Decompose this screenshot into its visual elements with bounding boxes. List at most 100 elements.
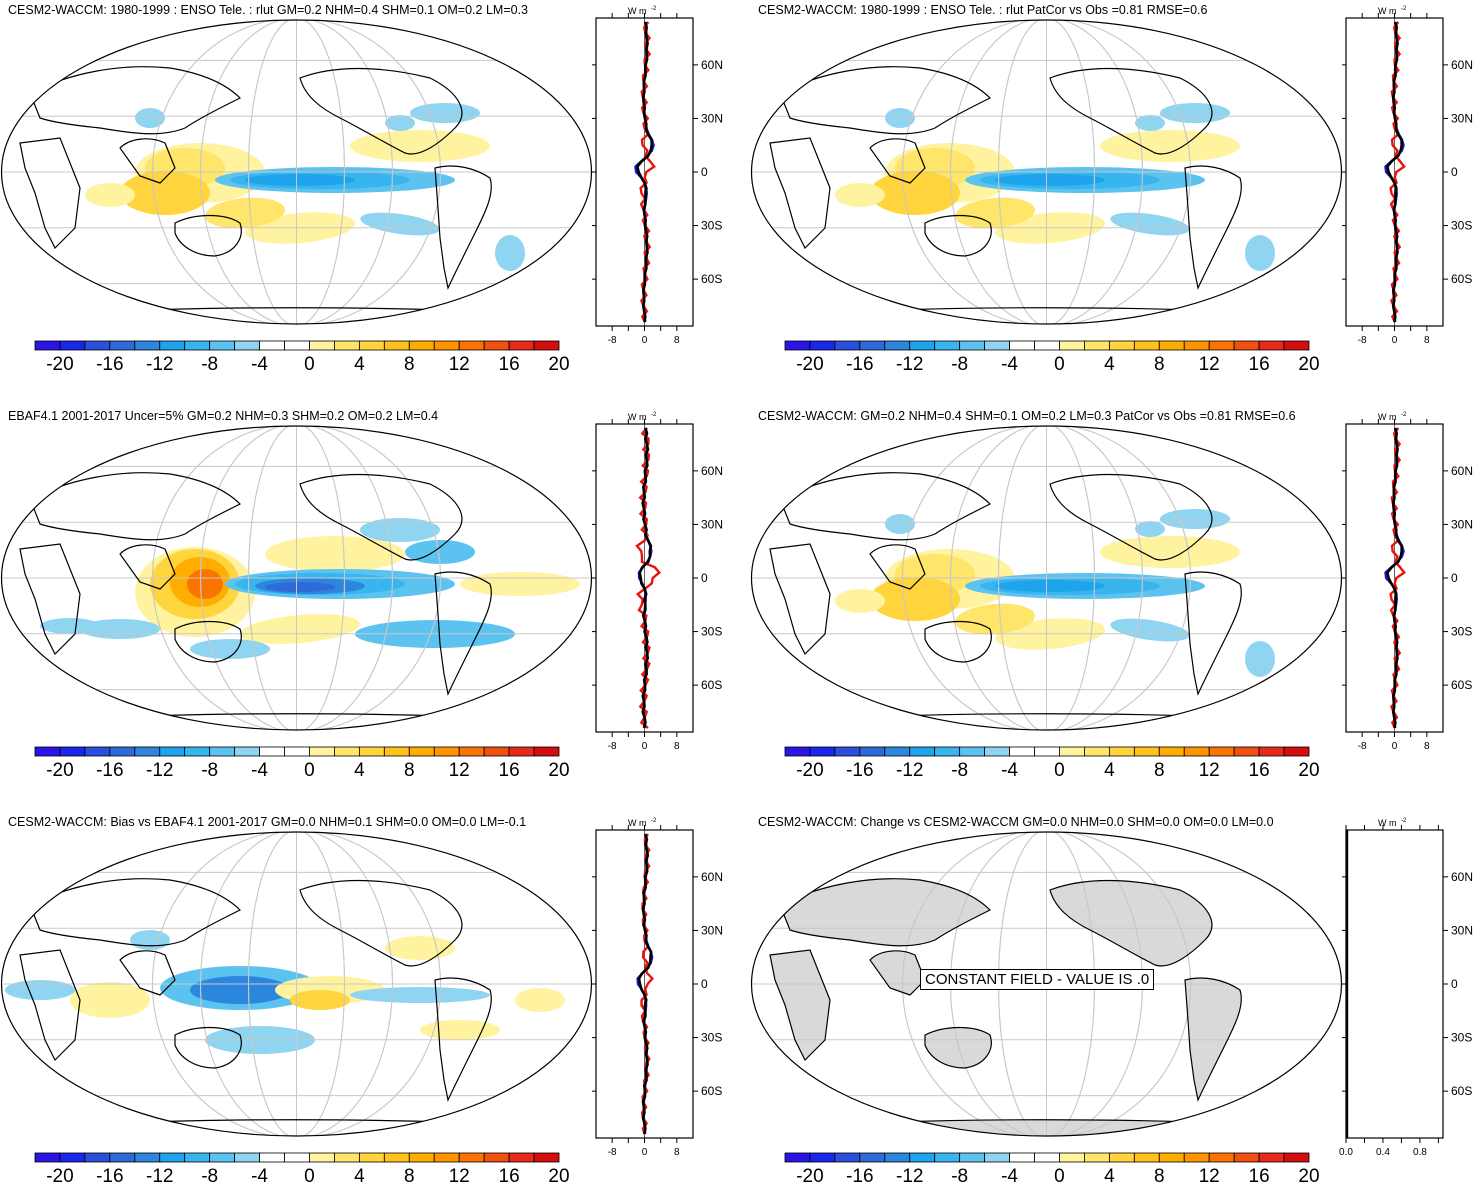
meridian-line (200, 20, 393, 324)
latitude-label: 60S (701, 678, 722, 692)
colorbar-swatch (909, 1152, 936, 1163)
zonal-mean-profile: W m -2 -8 0 8 60N 30N 0 30S 60S (1342, 412, 1473, 752)
colorbar-label: -12 (896, 760, 924, 781)
colorbar-swatch (184, 1152, 211, 1163)
anomaly-region (85, 183, 135, 207)
colorbar-label: 12 (448, 760, 470, 781)
coastline (119, 950, 176, 996)
colorbar-swatch (209, 1152, 236, 1163)
coastline (119, 138, 176, 184)
colorbar-swatch (84, 340, 111, 351)
colorbar-swatch (209, 746, 236, 757)
profile-xtick-label: 0 (642, 741, 648, 752)
colorbar-swatch (234, 746, 260, 757)
colorbar-label: 0 (1054, 1166, 1065, 1187)
profile-xtick-label: 0 (642, 1147, 648, 1158)
colorbar-label: -4 (1001, 1166, 1019, 1187)
colorbar-swatch (284, 340, 310, 351)
meridian-line (248, 832, 345, 1136)
colorbar-label: 20 (1298, 354, 1320, 375)
latitude-label: 0 (1451, 165, 1458, 179)
colorbar-swatch (458, 1152, 485, 1163)
colorbar-swatch (1059, 1152, 1085, 1163)
anomaly-region (885, 514, 915, 534)
colorbar-swatch (284, 1152, 310, 1163)
colorbar-label: 8 (403, 354, 415, 375)
meridian-line (200, 832, 393, 1136)
coastline (19, 137, 81, 250)
colorbar-swatch (383, 340, 410, 351)
colorbar-label: 20 (1298, 1166, 1320, 1187)
profile-units-sup: -2 (651, 818, 657, 824)
colorbar-swatch (109, 1152, 136, 1163)
colorbar-swatch (483, 1152, 510, 1163)
colorbar-label: 4 (354, 354, 365, 375)
colorbar-swatch (1283, 746, 1310, 757)
map-border (750, 831, 1343, 1137)
anomaly-region (40, 618, 100, 634)
colorbar-swatch (34, 340, 61, 351)
meridian-line (152, 832, 441, 1136)
colorbar-swatch (284, 746, 310, 757)
latitude-label: 30S (701, 1031, 722, 1045)
colorbar-swatch (1009, 1152, 1035, 1163)
colorbar-swatch (408, 1152, 435, 1163)
colorbar-swatch (458, 746, 485, 757)
anomaly-region (1100, 536, 1240, 568)
coastline (924, 620, 992, 663)
colorbar-swatch (433, 746, 460, 757)
colorbar-swatch (234, 1152, 260, 1163)
colorbar-swatch (884, 1152, 911, 1163)
profile-frame (1345, 829, 1444, 1139)
latitude-label: 30N (1451, 111, 1473, 125)
colorbar-label: 8 (1153, 1166, 1165, 1187)
panel-title: CESM2-WACCM: Change vs CESM2-WACCM GM=0.… (758, 815, 1274, 829)
colorbar-label: 20 (548, 760, 570, 781)
colorbar-swatch (508, 340, 535, 351)
zonal-mean-profile: W m -2 -8 0 8 60N 30N 0 30S 60S (1342, 6, 1473, 346)
colorbar-swatch (383, 746, 410, 757)
map (0, 19, 593, 325)
zonal-mean-profile: W m -2 -8 0 8 60N 30N 0 30S 60S (592, 6, 723, 346)
colorbar-label: 4 (1104, 1166, 1115, 1187)
profile-line-black (635, 21, 654, 323)
map (750, 425, 1343, 731)
anomaly-region (205, 197, 285, 229)
colorbar-swatch (1208, 340, 1235, 351)
colorbar-label: 20 (548, 1166, 570, 1187)
colorbar-swatch (1084, 746, 1110, 757)
meridian-line (248, 426, 345, 730)
anomaly-region (245, 174, 355, 186)
colorbar-label: 12 (448, 1166, 470, 1187)
colorbar-label: -8 (201, 760, 219, 781)
colorbar-swatch (358, 1152, 385, 1163)
colorbar-swatch (1183, 746, 1210, 757)
colorbar-label: 12 (1198, 354, 1220, 375)
latitude-label: 60N (1451, 58, 1473, 72)
latitude-label: 30S (1451, 219, 1472, 233)
colorbar-swatch (1158, 746, 1185, 757)
colorbar-swatch (859, 340, 886, 351)
latitude-label: 30N (701, 923, 723, 937)
profile-xtick-label: 0 (642, 335, 648, 346)
colorbar-label: 8 (403, 760, 415, 781)
colorbar-swatch (984, 1152, 1010, 1163)
colorbar-label: -16 (846, 1166, 874, 1187)
colorbar-label: -20 (46, 760, 74, 781)
colorbar-swatch (959, 746, 986, 757)
colorbar-swatch (1108, 340, 1135, 351)
colorbar-label: -12 (146, 354, 174, 375)
colorbar-swatch (1133, 1152, 1160, 1163)
meridian-line (998, 426, 1095, 730)
panel-title: CESM2-WACCM: GM=0.2 NHM=0.4 SHM=0.1 OM=0… (758, 409, 1296, 423)
colorbar-label: 4 (1104, 760, 1115, 781)
latitude-label: 60N (1451, 464, 1473, 478)
colorbar-swatch (358, 746, 385, 757)
panel-title: EBAF4.1 2001-2017 Uncer=5% GM=0.2 NHM=0.… (8, 409, 439, 423)
colorbar-swatch (959, 340, 986, 351)
colorbar-label: 4 (354, 760, 365, 781)
colorbar-swatch (1034, 746, 1060, 757)
profile-units-sup: -2 (651, 412, 657, 418)
colorbar-swatch (84, 1152, 111, 1163)
meridian-line (902, 832, 1191, 1136)
